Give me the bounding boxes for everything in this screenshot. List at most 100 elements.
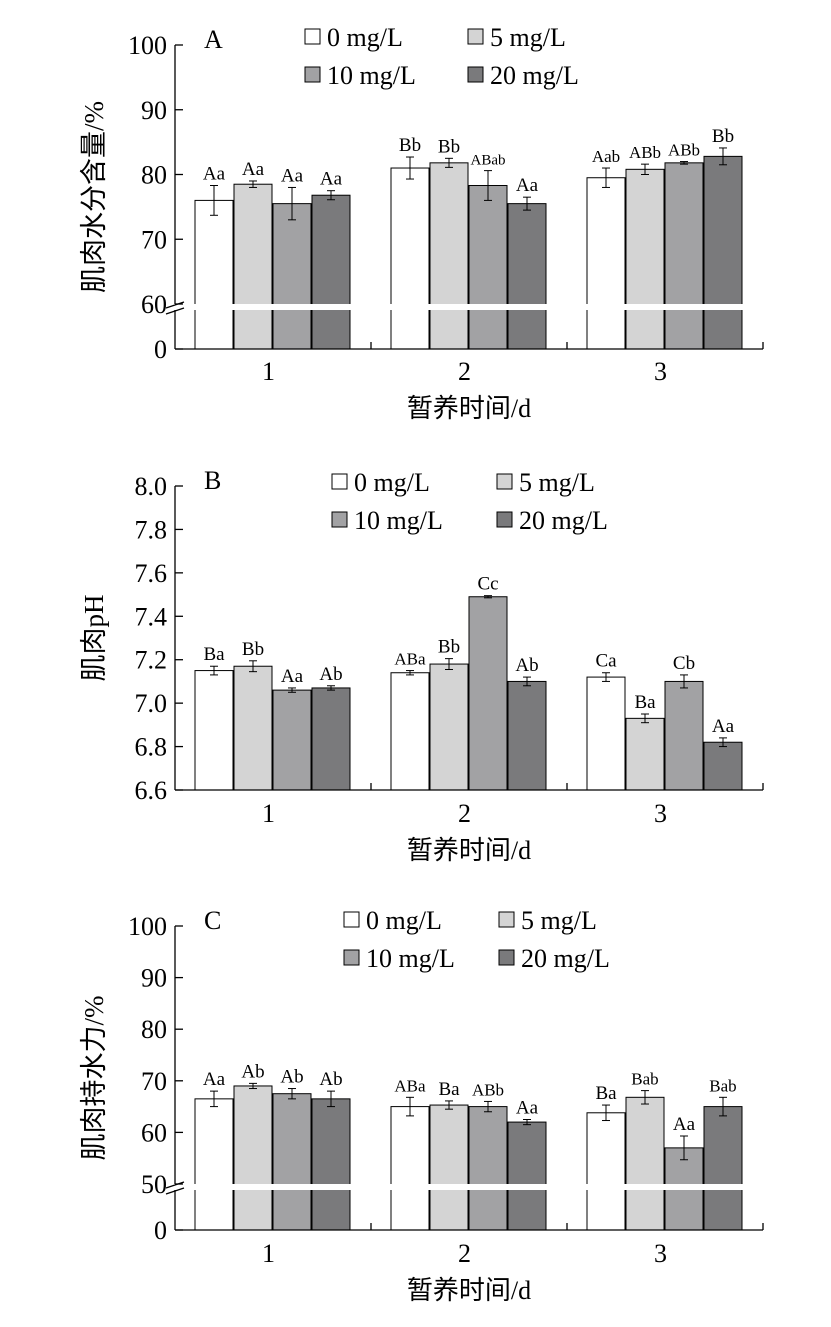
legend-swatch bbox=[467, 28, 484, 45]
significance-label: Ab bbox=[241, 1061, 264, 1082]
significance-label: Aa bbox=[242, 159, 265, 180]
legend-label: 10 mg/L bbox=[366, 944, 455, 973]
y-tick-label: 80 bbox=[141, 1015, 167, 1044]
significance-label: ABa bbox=[394, 1076, 426, 1095]
bar bbox=[664, 680, 704, 791]
x-tick-label: 2 bbox=[458, 1239, 471, 1268]
y-tick-label: 0 bbox=[154, 1216, 167, 1245]
y-tick-label: 6.8 bbox=[135, 733, 168, 762]
panel-label: C bbox=[204, 906, 221, 935]
panel-label: A bbox=[204, 25, 223, 54]
significance-label: Cc bbox=[477, 574, 498, 595]
x-axis-title: 暂养时间/d bbox=[407, 836, 531, 865]
bar bbox=[586, 177, 626, 350]
x-tick-label: 2 bbox=[458, 799, 471, 828]
bar bbox=[507, 680, 547, 791]
bar bbox=[429, 663, 469, 791]
y-tick-label: 7.4 bbox=[135, 602, 168, 631]
bar bbox=[272, 689, 312, 791]
significance-label: ABab bbox=[471, 153, 506, 169]
significance-label: Ba bbox=[595, 1083, 617, 1104]
bar bbox=[429, 162, 469, 350]
bar bbox=[311, 687, 351, 791]
bar bbox=[233, 183, 273, 350]
legend-label: 20 mg/L bbox=[519, 506, 608, 535]
bar bbox=[586, 1112, 626, 1231]
bar bbox=[507, 1121, 547, 1231]
bar bbox=[233, 1085, 273, 1231]
significance-label: Aa bbox=[516, 1098, 539, 1119]
chart-panel-c: Aa ABa Ba Ab Ba Bab Ab ABb Aa Ab Aa Bab 0 50 60 70 80 90 1… bbox=[79, 906, 764, 1305]
legend-label: 0 mg/L bbox=[366, 906, 442, 935]
x-axis-title: 暂养时间/d bbox=[407, 1276, 531, 1305]
significance-label: Aa bbox=[320, 169, 343, 190]
legend-label: 5 mg/L bbox=[519, 468, 595, 497]
significance-label: Ab bbox=[319, 1069, 342, 1090]
significance-label: Aa bbox=[516, 175, 539, 196]
y-tick-label: 80 bbox=[141, 161, 167, 190]
bar bbox=[194, 1098, 234, 1231]
legend-swatch bbox=[467, 66, 484, 83]
axis-break-mark bbox=[165, 301, 185, 309]
x-axis-title: 暂养时间/d bbox=[407, 394, 531, 423]
legend-label: 5 mg/L bbox=[490, 23, 566, 52]
significance-label: Bab bbox=[709, 1076, 736, 1095]
panel-label: B bbox=[204, 466, 221, 495]
legend-label: 5 mg/L bbox=[521, 906, 597, 935]
significance-label: Aa bbox=[281, 165, 304, 186]
significance-label: Ab bbox=[515, 655, 538, 676]
significance-label: ABb bbox=[629, 143, 661, 162]
bar bbox=[703, 1106, 743, 1231]
y-tick-label: 7.2 bbox=[135, 646, 168, 675]
y-axis-title: 肌肉pH bbox=[79, 595, 109, 682]
significance-label: Cb bbox=[673, 653, 695, 674]
x-tick-label: 2 bbox=[458, 357, 471, 386]
bar bbox=[468, 1106, 508, 1231]
legend-swatch bbox=[496, 511, 513, 528]
bar bbox=[272, 1093, 312, 1231]
significance-label: Bb bbox=[242, 639, 264, 660]
legend-label: 0 mg/L bbox=[354, 468, 430, 497]
significance-label: Ca bbox=[595, 651, 617, 672]
bar bbox=[625, 1096, 665, 1231]
significance-label: Aab bbox=[592, 147, 620, 166]
legend-swatch bbox=[343, 911, 360, 928]
legend-swatch bbox=[304, 28, 321, 45]
bar bbox=[194, 670, 234, 791]
axis-break-gap bbox=[163, 1184, 763, 1190]
bar bbox=[311, 194, 351, 350]
significance-label: ABa bbox=[394, 650, 426, 669]
legend-swatch bbox=[498, 911, 515, 928]
y-tick-label: 7.8 bbox=[135, 515, 168, 544]
y-tick-label: 100 bbox=[128, 31, 167, 60]
legend-swatch bbox=[343, 949, 360, 966]
legend-swatch bbox=[496, 473, 513, 490]
y-tick-label: 60 bbox=[141, 1118, 167, 1147]
significance-label: Aa bbox=[281, 666, 304, 687]
x-tick-label: 1 bbox=[262, 357, 275, 386]
significance-label: Aa bbox=[203, 164, 226, 185]
significance-label: Aa bbox=[673, 1114, 696, 1135]
y-tick-label: 60 bbox=[141, 290, 167, 319]
bar bbox=[390, 1106, 430, 1231]
significance-label: Bb bbox=[712, 126, 734, 147]
significance-label: Ab bbox=[280, 1067, 303, 1088]
y-tick-label: 7.6 bbox=[135, 559, 168, 588]
bar bbox=[507, 203, 547, 350]
bar bbox=[586, 676, 626, 791]
y-tick-label: 70 bbox=[141, 225, 167, 254]
x-tick-label: 1 bbox=[262, 1239, 275, 1268]
significance-label: Ba bbox=[203, 644, 225, 665]
y-tick-label: 100 bbox=[128, 912, 167, 941]
significance-label: Bb bbox=[399, 135, 421, 156]
significance-label: Aa bbox=[712, 716, 735, 737]
bar bbox=[390, 167, 430, 350]
y-tick-label: 0 bbox=[154, 335, 167, 364]
x-tick-label: 1 bbox=[262, 799, 275, 828]
x-tick-label: 3 bbox=[654, 357, 667, 386]
significance-label: Ba bbox=[634, 692, 656, 713]
bar bbox=[468, 185, 508, 350]
bar bbox=[272, 203, 312, 350]
bar bbox=[664, 162, 704, 350]
